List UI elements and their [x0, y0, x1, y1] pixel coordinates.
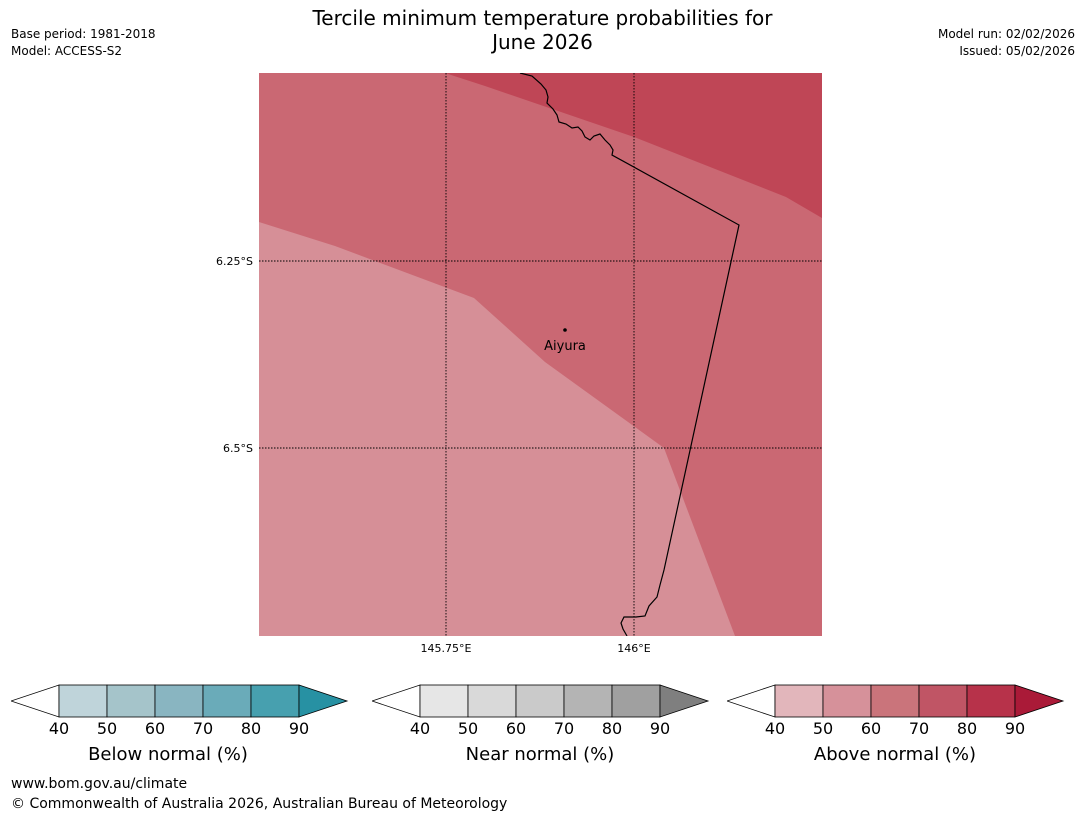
colorbar-below-svg — [11, 684, 349, 718]
colorbar-near-segment-5 — [611, 684, 661, 718]
colorbar-near-segment-1 — [419, 684, 469, 718]
colorbar-below-tick-50: 50 — [96, 719, 118, 738]
footer-url: www.bom.gov.au/climate — [11, 776, 188, 792]
base-period-text: Base period: 1981-2018 — [11, 27, 156, 41]
issued-text: Issued: 05/02/2026 — [959, 44, 1075, 58]
probability-map: 6.25°S 6.5°S 145.75°E 146°E Aiyura — [216, 73, 822, 655]
colorbar-near-tick-60: 60 — [505, 719, 527, 738]
fill-band-70-80 — [445, 73, 822, 218]
model-text: Model: ACCESS-S2 — [11, 44, 123, 58]
colorbar-below-label: Below normal (%) — [88, 744, 248, 765]
lat-label-2: 6.5°S — [223, 442, 253, 455]
colorbar-below-normal: 40 50 60 70 80 90 Below normal (%) — [11, 684, 349, 794]
colorbar-near-segment-2 — [467, 684, 517, 718]
colorbar-below-segment-1 — [58, 684, 108, 718]
lat-label-1: 6.25°S — [216, 255, 253, 268]
colorbar-below-tick-80: 80 — [240, 719, 262, 738]
colorbar-above-tick-50: 50 — [812, 719, 834, 738]
colorbar-above-segment-4 — [918, 684, 968, 718]
lon-label-1: 145.75°E — [421, 642, 472, 655]
colorbar-below-tick-70: 70 — [192, 719, 214, 738]
colorbar-near-tick-80: 80 — [601, 719, 623, 738]
meta-left: Base period: 1981-2018 Model: ACCESS-S2 — [11, 26, 156, 60]
colorbar-above-min-extend — [727, 684, 776, 718]
colorbar-below-tick-40: 40 — [48, 719, 70, 738]
colorbar-near-tick-70: 70 — [553, 719, 575, 738]
colorbar-near-normal: 40 50 60 70 80 90 Near normal (%) — [372, 684, 710, 794]
title-line-1: Tercile minimum temperature probabilitie… — [312, 6, 773, 30]
colorbar-above-max-extend — [1014, 684, 1065, 718]
colorbar-near-segment-4 — [563, 684, 613, 718]
colorbar-below-segment-4 — [202, 684, 252, 718]
place-label: Aiyura — [544, 339, 586, 354]
colorbar-below-tick-60: 60 — [144, 719, 166, 738]
colorbar-above-tick-40: 40 — [764, 719, 786, 738]
colorbar-above-segment-3 — [870, 684, 920, 718]
colorbar-near-label: Near normal (%) — [465, 744, 615, 765]
colorbar-above-segment-5 — [966, 684, 1016, 718]
colorbar-above-svg — [727, 684, 1065, 718]
colorbar-below-min-extend — [11, 684, 60, 718]
fill-band-50-60 — [259, 222, 735, 636]
model-run-text: Model run: 02/02/2026 — [937, 27, 1075, 41]
colorbar-below-max-extend — [298, 684, 349, 718]
colorbar-near-svg — [372, 684, 710, 718]
colorbar-above-label: Above normal (%) — [813, 744, 977, 765]
colorbar-near-tick-50: 50 — [457, 719, 479, 738]
colorbar-near-tick-40: 40 — [409, 719, 431, 738]
footer-copyright: © Commonwealth of Australia 2026, Austra… — [11, 796, 508, 812]
colorbar-above-segment-1 — [774, 684, 824, 718]
colorbar-below-tick-90: 90 — [288, 719, 310, 738]
meta-right: Model run: 02/02/2026 Issued: 05/02/2026 — [938, 26, 1075, 60]
place-marker — [563, 328, 567, 332]
title-line-2: June 2026 — [492, 30, 593, 54]
colorbar-below-segment-2 — [106, 684, 156, 718]
colorbar-above-normal: 40 50 60 70 80 90 Above normal (%) — [727, 684, 1065, 794]
colorbar-above-segment-2 — [822, 684, 872, 718]
colorbar-near-max-extend — [659, 684, 710, 718]
colorbar-above-tick-90: 90 — [1004, 719, 1026, 738]
map-title: Tercile minimum temperature probabilitie… — [240, 6, 845, 54]
colorbar-near-segment-3 — [515, 684, 565, 718]
lon-label-2: 146°E — [617, 642, 650, 655]
colorbar-below-segment-3 — [154, 684, 204, 718]
colorbar-above-tick-70: 70 — [908, 719, 930, 738]
colorbar-near-min-extend — [372, 684, 421, 718]
colorbar-near-tick-90: 90 — [649, 719, 671, 738]
colorbar-above-tick-80: 80 — [956, 719, 978, 738]
coastline — [519, 73, 740, 636]
colorbar-below-segment-5 — [250, 684, 300, 718]
colorbar-above-tick-60: 60 — [860, 719, 882, 738]
